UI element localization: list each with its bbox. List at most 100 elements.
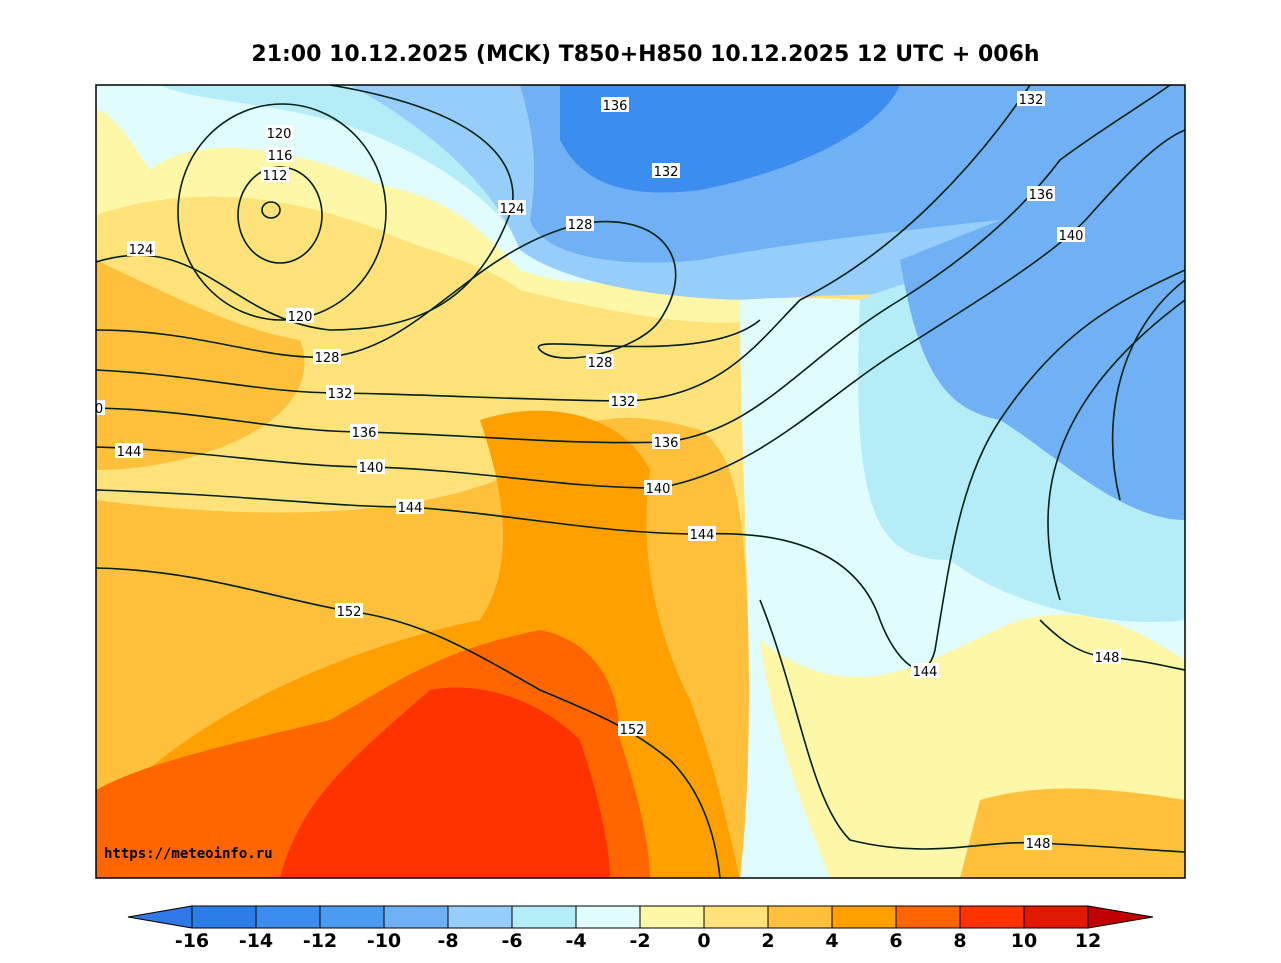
contour-label: 132 [654,165,679,180]
contour-label: 132 [1019,93,1044,108]
contour-label-bg [652,163,680,178]
contour-label: 144 [398,501,423,516]
contour-label: 152 [337,605,362,620]
colorbar-bin [703,905,769,929]
contour-label: 124 [129,243,154,258]
colorbar-bin [831,905,897,929]
colorbar-bin [447,905,513,929]
contour-labels: 136 132 132 120 116 112 124 128 124 120 128 136 140 1… [93,91,1121,852]
contour-label: 132 [328,387,353,402]
contour-label: 124 [500,202,525,217]
contour-label: 148 [1026,837,1051,852]
contour-label-bg [498,200,526,215]
contour-label: 136 [352,426,377,441]
contour-label: 140 [1059,229,1084,244]
colorbar-tick-label: -16 [174,930,210,952]
colorbar-tick-label: -8 [437,930,459,952]
colorbar-bin [319,905,385,929]
contour-120 [177,103,387,321]
contour-label-bg [265,125,293,140]
colorbar-tick-label: -10 [366,930,402,952]
watermark-url: https://meteoinfo.ru [104,846,273,862]
colorbar-bin [383,905,449,929]
temperature-fill [96,85,1185,878]
contour-label-bg [1017,91,1045,106]
contour-112 [261,201,281,219]
contour-label-bg [609,393,637,408]
contour-label-bg [688,526,716,541]
map-frame [95,84,1186,879]
contour-label-bg [266,147,294,162]
contour-label: 128 [568,218,593,233]
colorbar-tick-label: 2 [761,930,775,952]
colorbar-tick-label: -6 [501,930,523,952]
contour-label-bg [652,434,680,449]
contour-east [1111,279,1185,501]
contour-label: 116 [268,149,293,164]
contour-136 [96,85,1171,444]
colorbar-tick-label: 8 [953,930,967,952]
contour-140 [96,129,1185,489]
contour-label: 128 [588,356,613,371]
contour-label-bg [115,443,143,458]
contour-label-bg [911,663,939,678]
contour-label: 152 [620,723,645,738]
contour-label: 120 [267,127,292,142]
colorbar-bin [575,905,641,929]
contour-label-bg [586,354,614,369]
contour-label-bg [335,603,363,618]
contour-label: 112 [263,169,288,184]
colorbar-bin [191,905,257,929]
colorbar-tick-label: -2 [629,930,651,952]
contour-label: 0 [95,402,103,417]
height-contours [96,85,1185,878]
contour-label-bg [350,424,378,439]
colorbar-tick-label: 4 [825,930,839,952]
contour-label-bg [127,241,155,256]
contour-label: 128 [315,351,340,366]
contour-label-bg [644,480,672,495]
contour-label: 132 [611,395,636,410]
colorbar-tick-label: -12 [302,930,338,952]
contour-152 [96,567,721,878]
contour-label-bg [286,308,314,323]
contour-label: 136 [1029,188,1054,203]
contour-label: 120 [288,310,313,325]
colorbar-tick-label: 10 [1010,930,1038,952]
colorbar [127,905,1154,929]
contour-148-south [759,599,1185,853]
colorbar-bin [255,905,321,929]
contour-label: 136 [654,436,679,451]
contour-124 [96,85,514,331]
colorbar-tick-label: -14 [238,930,274,952]
colorbar-bin [895,905,961,929]
contour-label-bg [566,216,594,231]
colorbar-bin [1023,905,1089,929]
colorbar-under-arrow [127,905,193,929]
contour-east-2 [1047,299,1185,601]
colorbar-tick-label: 0 [697,930,711,952]
contour-label-bg [1057,227,1085,242]
colorbar-tick-label: 6 [889,930,903,952]
colorbar-bin [639,905,705,929]
contour-label-bg [1027,186,1055,201]
contour-label-bg [313,349,341,364]
contour-label-bg [618,721,646,736]
contour-label-bg [601,97,629,112]
colorbar-over-arrow [1087,905,1154,929]
contour-label: 144 [117,445,142,460]
colorbar-tick-label: 12 [1074,930,1102,952]
contour-label: 140 [646,482,671,497]
contour-128 [96,220,761,359]
contour-label: 140 [359,461,384,476]
contour-label: 144 [690,528,715,543]
contour-label-bg [326,385,354,400]
contour-label-bg [396,499,424,514]
contour-label: 136 [603,99,628,114]
contour-label-bg [1093,649,1121,664]
colorbar-bin [959,905,1025,929]
colorbar-tick-label: -4 [565,930,587,952]
contour-label: 148 [1095,651,1120,666]
contour-label-bg [1024,835,1052,850]
